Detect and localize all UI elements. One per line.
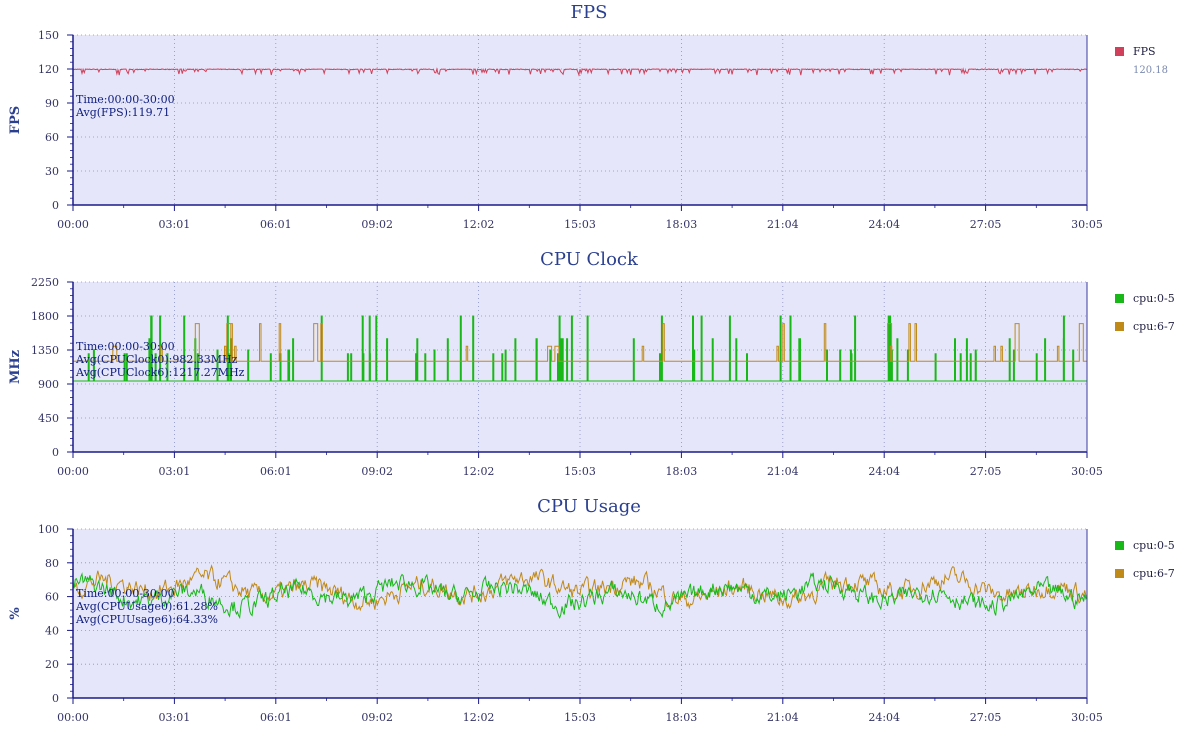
- x-tick-label: 18:03: [666, 218, 698, 231]
- y-tick-label: 0: [52, 199, 59, 212]
- y-tick-label: 2250: [31, 276, 59, 289]
- y-tick-label: 20: [45, 658, 59, 671]
- legend-swatch: [1115, 47, 1124, 56]
- x-tick-label: 27:05: [970, 711, 1002, 724]
- y-tick-label: 150: [38, 29, 59, 42]
- cpuusage-chart: CPU Usage% 0 20 40 60 80 100 00:00 03:01 06:01 09:…: [8, 496, 1175, 724]
- x-tick-label: 12:02: [463, 465, 495, 478]
- legend-swatch: [1115, 569, 1124, 578]
- x-tick-label: 30:05: [1071, 465, 1103, 478]
- y-tick-label: 40: [45, 624, 59, 637]
- legend-label: cpu:6-7: [1133, 567, 1175, 580]
- fps-series-0: [72, 67, 1088, 77]
- cpuclock-chart: CPU Clock MHz 0 450 900 1350 1800 2250 00:00 03:0…: [8, 249, 1175, 478]
- cpuusage-title: CPU Usage: [537, 496, 641, 517]
- x-tick-label: 21:04: [767, 218, 799, 231]
- x-tick-label: 30:05: [1071, 711, 1103, 724]
- x-tick-label: 24:04: [868, 465, 900, 478]
- y-tick-label: 100: [38, 523, 59, 536]
- fps-annotation-line: Avg(FPS):119.71: [75, 106, 170, 119]
- y-tick-label: 120: [38, 63, 59, 76]
- x-tick-label: 21:04: [767, 711, 799, 724]
- x-tick-label: 27:05: [970, 465, 1002, 478]
- x-tick-label: 09:02: [361, 465, 393, 478]
- x-tick-label: 00:00: [57, 465, 89, 478]
- cpuusage-series-1: [72, 572, 1088, 620]
- cpuclock-annotation-line: Avg(CPUClock0):982.33MHz: [75, 353, 238, 366]
- cpuusage-series-0: [72, 564, 1088, 612]
- x-tick-label: 03:01: [159, 711, 191, 724]
- fps-title: FPS: [571, 2, 608, 23]
- x-tick-label: 15:03: [564, 218, 596, 231]
- x-tick-label: 09:02: [361, 711, 393, 724]
- y-tick-label: 90: [45, 97, 59, 110]
- x-tick-label: 12:02: [463, 711, 495, 724]
- fps-annotation-line: Time:00:00-30:00: [76, 93, 175, 106]
- legend-label: cpu:0-5: [1133, 539, 1175, 552]
- cpuclock-annotation-line: Time:00:00-30:00: [76, 340, 175, 353]
- y-tick-label: 60: [45, 591, 59, 604]
- x-tick-label: 09:02: [361, 218, 393, 231]
- fps-chart: FPS FPS 0 30 60 90 120 150 00:00 03:01 06:01 09:02 1…: [8, 2, 1168, 231]
- cpuusage-annotation-line: Avg(CPUUsage6):64.33%: [75, 613, 218, 626]
- cpuclock-annotation-line: Avg(CPUClock6):1217.27MHz: [75, 366, 245, 379]
- cpuclock-title: CPU Clock: [540, 249, 639, 270]
- y-tick-label: 30: [45, 165, 59, 178]
- y-tick-label: 0: [52, 692, 59, 705]
- cpuclock-y-axis-label: MHz: [8, 350, 23, 384]
- y-tick-label: 1350: [31, 344, 59, 357]
- fps-y-axis-label: FPS: [8, 106, 23, 134]
- legend-label: cpu:0-5: [1133, 292, 1175, 305]
- x-tick-label: 18:03: [666, 711, 698, 724]
- x-tick-label: 15:03: [564, 711, 596, 724]
- x-tick-label: 00:00: [57, 218, 89, 231]
- legend-swatch: [1115, 541, 1124, 550]
- x-tick-label: 24:04: [868, 218, 900, 231]
- x-tick-label: 06:01: [260, 711, 292, 724]
- y-tick-label: 1800: [31, 310, 59, 323]
- x-tick-label: 15:03: [564, 465, 596, 478]
- y-tick-label: 900: [38, 378, 59, 391]
- x-tick-label: 21:04: [767, 465, 799, 478]
- x-tick-label: 18:03: [666, 465, 698, 478]
- x-tick-label: 00:00: [57, 711, 89, 724]
- x-tick-label: 06:01: [260, 218, 292, 231]
- x-tick-label: 24:04: [868, 711, 900, 724]
- y-tick-label: 60: [45, 131, 59, 144]
- legend-label: FPS: [1133, 45, 1156, 58]
- y-tick-label: 0: [52, 446, 59, 459]
- cpuusage-annotation-line: Avg(CPUUsage0):61.28%: [75, 600, 218, 613]
- x-tick-label: 06:01: [260, 465, 292, 478]
- legend-swatch: [1115, 322, 1124, 331]
- legend-value: 120.18: [1133, 65, 1168, 76]
- x-tick-label: 12:02: [463, 218, 495, 231]
- x-tick-label: 03:01: [159, 465, 191, 478]
- cpuusage-annotation-line: Time:00:00-30:00: [76, 587, 175, 600]
- legend-label: cpu:6-7: [1133, 320, 1175, 333]
- cpuclock-series-1: [73, 323, 1087, 362]
- x-tick-label: 27:05: [970, 218, 1002, 231]
- y-tick-label: 450: [38, 412, 59, 425]
- cpuusage-y-axis-label: %: [8, 607, 23, 620]
- x-tick-label: 03:01: [159, 218, 191, 231]
- legend-swatch: [1115, 294, 1124, 303]
- y-tick-label: 80: [45, 557, 59, 570]
- x-tick-label: 30:05: [1071, 218, 1103, 231]
- cpuclock-series-0: [73, 315, 1087, 382]
